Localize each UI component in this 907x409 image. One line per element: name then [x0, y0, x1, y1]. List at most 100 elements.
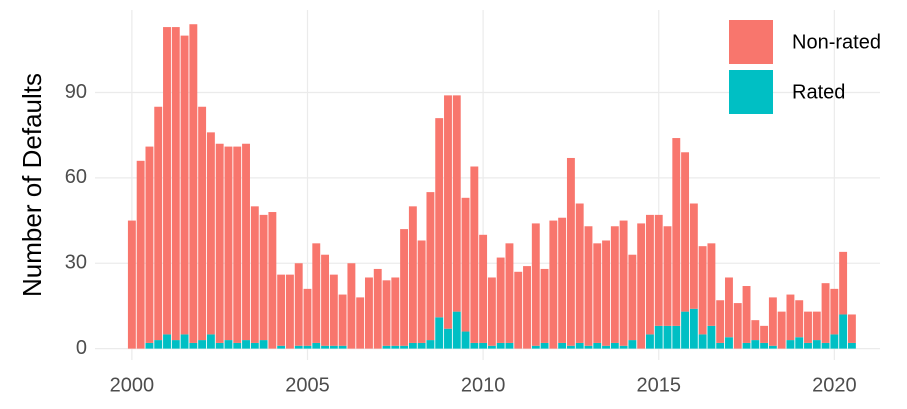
bar [206, 334, 215, 349]
bar [707, 325, 716, 349]
bar [479, 234, 488, 343]
x-tick-label: 2020 [812, 374, 857, 396]
bar [839, 251, 848, 315]
bar [716, 342, 725, 349]
bar [733, 303, 742, 349]
bar [233, 146, 242, 343]
bar [760, 325, 769, 343]
bar [329, 345, 338, 349]
bar [303, 345, 312, 349]
bar [663, 325, 672, 349]
bar [408, 206, 417, 343]
bar [812, 311, 821, 341]
bar [584, 226, 593, 346]
bar [426, 340, 435, 349]
bar [417, 342, 426, 349]
bar [400, 229, 409, 346]
x-tick-label: 2005 [285, 374, 330, 396]
bar [347, 263, 356, 349]
bar [224, 146, 233, 341]
bar [391, 345, 400, 349]
bar [663, 226, 672, 326]
bar [145, 146, 154, 343]
bar [628, 340, 637, 349]
bar [444, 328, 452, 349]
bar [558, 217, 567, 343]
bar [566, 345, 575, 349]
bar [496, 342, 505, 349]
bar [224, 340, 233, 349]
bar [338, 294, 347, 346]
bar [461, 331, 470, 349]
bar [575, 203, 584, 343]
bar [154, 340, 163, 349]
y-tick-label: 0 [76, 337, 87, 359]
bar [312, 243, 321, 343]
bar [777, 311, 786, 349]
bar [408, 342, 417, 349]
bar [505, 243, 514, 343]
bar [742, 286, 751, 343]
bar [575, 342, 584, 349]
bar [452, 311, 461, 349]
bar [145, 342, 154, 349]
bar [689, 203, 698, 309]
bar [593, 243, 602, 343]
bar [329, 274, 338, 346]
bar [180, 35, 189, 335]
bar [742, 342, 751, 349]
bar [672, 138, 681, 326]
bar [725, 337, 733, 349]
bar [215, 143, 224, 343]
legend-label: Non-rated [792, 31, 881, 53]
bar [321, 254, 330, 346]
bar [417, 240, 426, 343]
bar [795, 337, 804, 349]
bar [259, 340, 268, 349]
bar [277, 345, 286, 349]
bar [795, 300, 804, 338]
bar [593, 342, 602, 349]
bar [479, 342, 488, 349]
bar [250, 206, 259, 343]
bar [189, 24, 198, 343]
bar [505, 342, 514, 349]
bar [602, 240, 610, 346]
y-axis-label: Number of Defaults [17, 73, 47, 297]
bar [839, 314, 848, 349]
bar [198, 340, 207, 349]
bar [470, 342, 479, 349]
bar [435, 118, 444, 318]
bar [250, 342, 259, 349]
bar [707, 243, 716, 326]
y-tick-label: 30 [65, 252, 87, 274]
bar [645, 214, 654, 335]
bar [751, 320, 760, 341]
bar [514, 271, 523, 349]
bar [382, 280, 391, 346]
bar [242, 143, 250, 341]
bar [821, 283, 830, 343]
bar [171, 340, 180, 349]
bar [628, 254, 637, 341]
x-tick-label: 2010 [461, 374, 506, 396]
bar [531, 345, 540, 349]
bar [672, 325, 681, 349]
bar [496, 257, 505, 343]
bar [303, 288, 312, 346]
bar [637, 223, 646, 349]
bar [760, 342, 769, 349]
bar [277, 274, 286, 346]
bar [523, 266, 531, 349]
bar [540, 342, 549, 349]
bar [171, 27, 180, 341]
bar [338, 345, 347, 349]
bar [444, 95, 452, 329]
bar [356, 297, 365, 349]
bar [180, 334, 189, 349]
bar [259, 214, 268, 341]
legend-swatch [729, 70, 773, 114]
bar [215, 342, 224, 349]
bar [426, 192, 435, 341]
bar [285, 274, 294, 349]
